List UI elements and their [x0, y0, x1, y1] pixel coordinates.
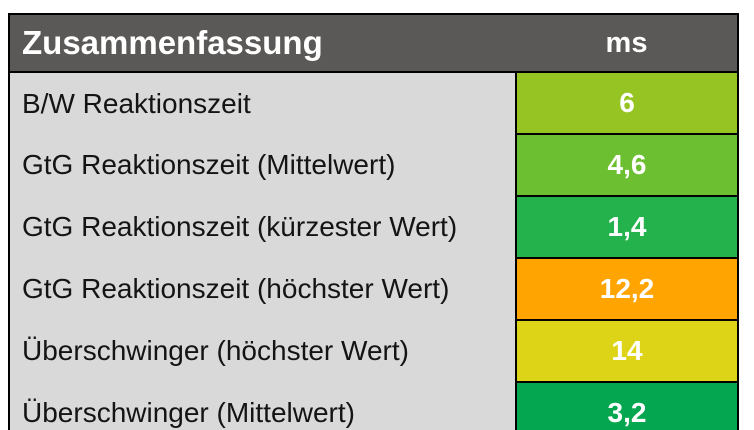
metric-label: GtG Reaktionszeit (kürzester Wert)	[9, 196, 517, 258]
metric-value: 6	[515, 71, 739, 135]
metric-value: 14	[515, 319, 739, 383]
metric-label: GtG Reaktionszeit (Mittelwert)	[9, 134, 517, 196]
table-title: Zusammenfassung	[9, 14, 516, 73]
metric-label: Überschwinger (Mittelwert)	[9, 382, 517, 430]
table-row: GtG Reaktionszeit (kürzester Wert) 1,4	[9, 195, 739, 259]
table-row: Überschwinger (Mittelwert) 3,2	[9, 381, 739, 430]
table-row: Überschwinger (höchster Wert) 14	[9, 319, 739, 383]
unit-header: ms	[516, 14, 738, 73]
metric-label: B/W Reaktionszeit	[9, 72, 517, 134]
metric-value: 1,4	[515, 195, 739, 259]
header-row: Zusammenfassung ms	[9, 14, 738, 73]
metric-value: 4,6	[515, 133, 739, 197]
table-row: GtG Reaktionszeit (Mittelwert) 4,6	[9, 133, 739, 197]
table-row: B/W Reaktionszeit 6	[9, 71, 739, 135]
metric-label: GtG Reaktionszeit (höchster Wert)	[9, 258, 517, 320]
table-row: GtG Reaktionszeit (höchster Wert) 12,2	[9, 257, 739, 321]
metric-label: Überschwinger (höchster Wert)	[9, 320, 517, 382]
metric-value: 3,2	[515, 381, 739, 430]
summary-table: Zusammenfassung ms B/W Reaktionszeit 6 G…	[8, 13, 739, 430]
metric-value: 12,2	[515, 257, 739, 321]
